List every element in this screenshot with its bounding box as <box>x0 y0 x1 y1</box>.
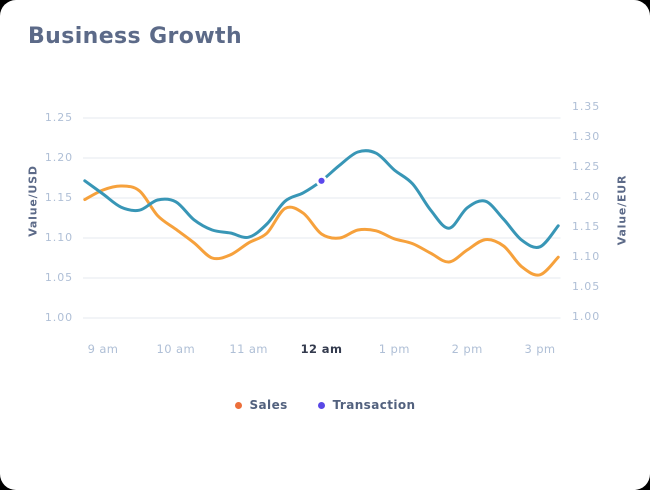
chart-title: Business Growth <box>28 24 243 49</box>
left-axis-tick: 1.00 <box>44 311 73 324</box>
x-axis-tick: 12 am <box>300 342 343 356</box>
highlighted-point <box>315 175 328 187</box>
sales-line <box>83 184 560 277</box>
left-axis-tick: 1.15 <box>44 191 73 204</box>
right-axis-tick: 1.35 <box>572 100 601 113</box>
x-axis-tick: 3 pm <box>524 342 556 356</box>
right-axis-tick: 1.25 <box>572 160 601 173</box>
x-axis-tick: 1 pm <box>378 342 410 356</box>
legend-label: Sales <box>249 398 288 412</box>
right-axis-tick: 1.10 <box>572 250 601 263</box>
x-axis-tick: 2 pm <box>451 342 483 356</box>
left-axis-tick: 1.20 <box>44 151 73 164</box>
left-axis-tick: 1.25 <box>44 111 73 124</box>
left-axis-tick: 1.05 <box>44 271 73 284</box>
sales-legend-dot-icon <box>234 401 242 409</box>
x-axis-tick: 10 am <box>156 342 196 356</box>
right-axis-tick: 1.30 <box>572 130 601 143</box>
x-axis-tick: 9 am <box>87 342 119 356</box>
legend-item-transaction[interactable]: Transaction <box>317 398 416 412</box>
right-axis-tick: 1.20 <box>572 190 601 203</box>
legend-item-sales[interactable]: Sales <box>234 398 288 412</box>
left-axis-tick: 1.10 <box>44 231 73 244</box>
x-axis-tick: 11 am <box>229 342 268 356</box>
right-axis-tick: 1.00 <box>572 310 601 323</box>
legend-label: Transaction <box>332 398 416 412</box>
transaction-legend-dot-icon <box>317 401 325 409</box>
chart-legend: Sales Transaction <box>0 398 650 412</box>
right-axis-tick: 1.05 <box>572 280 601 293</box>
right-axis-tick: 1.15 <box>572 220 601 233</box>
